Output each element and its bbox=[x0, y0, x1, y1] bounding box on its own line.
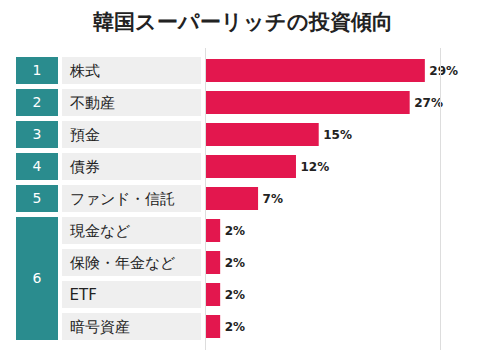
svg-text:保険・年金など: 保険・年金など bbox=[70, 254, 175, 272]
svg-text:29%: 29% bbox=[429, 64, 458, 78]
svg-text:7%: 7% bbox=[263, 192, 283, 206]
svg-text:2%: 2% bbox=[225, 320, 245, 334]
svg-text:株式: 株式 bbox=[69, 62, 100, 80]
svg-text:12%: 12% bbox=[300, 160, 329, 174]
svg-text:2%: 2% bbox=[225, 256, 245, 270]
svg-text:1: 1 bbox=[33, 62, 42, 78]
html-text:韓国スーパーリッチの投資傾向: 韓国スーパーリッチの投資傾向 bbox=[92, 10, 393, 34]
svg-text:2: 2 bbox=[33, 94, 42, 110]
svg-text:4: 4 bbox=[33, 158, 42, 174]
svg-text:27%: 27% bbox=[414, 96, 443, 110]
svg-text:3: 3 bbox=[33, 126, 42, 142]
svg-text:ファンド・信託: ファンド・信託 bbox=[70, 190, 175, 208]
svg-text:暗号資産: 暗号資産 bbox=[70, 318, 130, 336]
svg-text:5: 5 bbox=[33, 190, 42, 206]
svg-text:不動産: 不動産 bbox=[70, 94, 115, 112]
svg-text:15%: 15% bbox=[323, 128, 352, 142]
svg-text:預金: 預金 bbox=[70, 126, 100, 144]
svg-text:ETF: ETF bbox=[70, 286, 97, 304]
svg-text:債券: 債券 bbox=[70, 158, 100, 176]
svg-text:2%: 2% bbox=[225, 224, 245, 238]
svg-text:現金など: 現金など bbox=[70, 222, 130, 240]
svg-text:2%: 2% bbox=[225, 288, 245, 302]
svg-text:6: 6 bbox=[33, 270, 42, 286]
